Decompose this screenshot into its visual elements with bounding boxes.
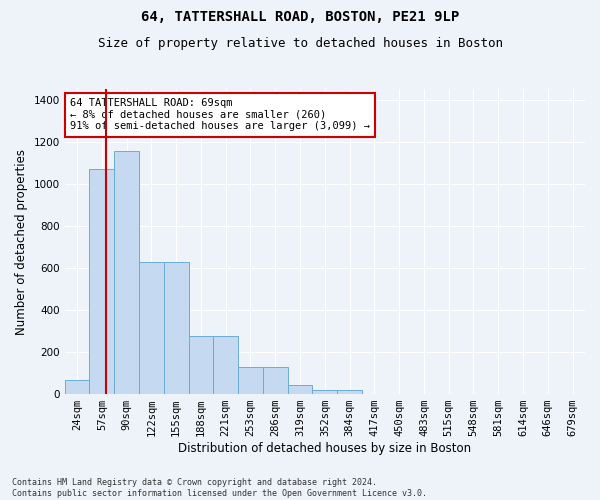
- Text: 64 TATTERSHALL ROAD: 69sqm
← 8% of detached houses are smaller (260)
91% of semi: 64 TATTERSHALL ROAD: 69sqm ← 8% of detac…: [70, 98, 370, 132]
- Bar: [238, 366, 263, 394]
- Text: Size of property relative to detached houses in Boston: Size of property relative to detached ho…: [97, 38, 503, 51]
- Bar: [313, 390, 337, 394]
- Bar: [65, 380, 89, 394]
- Text: 64, TATTERSHALL ROAD, BOSTON, PE21 9LP: 64, TATTERSHALL ROAD, BOSTON, PE21 9LP: [141, 10, 459, 24]
- Bar: [287, 384, 313, 394]
- Text: Contains HM Land Registry data © Crown copyright and database right 2024.
Contai: Contains HM Land Registry data © Crown c…: [12, 478, 427, 498]
- Bar: [214, 336, 238, 394]
- Bar: [337, 390, 362, 394]
- Y-axis label: Number of detached properties: Number of detached properties: [15, 148, 28, 334]
- X-axis label: Distribution of detached houses by size in Boston: Distribution of detached houses by size …: [178, 442, 472, 455]
- Bar: [139, 262, 164, 394]
- Bar: [89, 169, 114, 394]
- Bar: [188, 336, 214, 394]
- Bar: [164, 262, 188, 394]
- Bar: [263, 366, 287, 394]
- Bar: [114, 151, 139, 394]
